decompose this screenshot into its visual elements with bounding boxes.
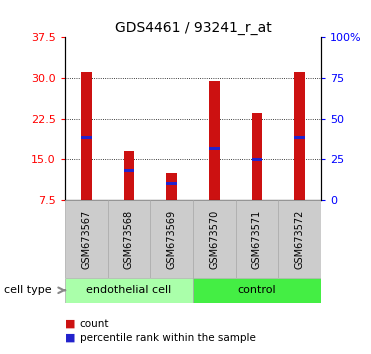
Text: GSM673567: GSM673567	[81, 209, 91, 269]
Bar	[252, 158, 262, 161]
Bar	[166, 173, 177, 200]
Text: percentile rank within the sample: percentile rank within the sample	[80, 333, 256, 343]
Bar	[278, 200, 321, 278]
Bar	[124, 151, 134, 200]
Bar	[81, 72, 92, 200]
Bar	[209, 81, 220, 200]
Text: count: count	[80, 319, 109, 329]
Text: GSM673571: GSM673571	[252, 209, 262, 269]
Text: cell type: cell type	[4, 285, 51, 295]
Bar	[294, 136, 305, 139]
Bar	[209, 147, 220, 150]
Text: endothelial cell: endothelial cell	[86, 285, 171, 295]
Bar	[193, 200, 236, 278]
Text: ■: ■	[65, 333, 75, 343]
Text: GSM673572: GSM673572	[295, 209, 305, 269]
Bar	[124, 169, 134, 172]
Bar	[81, 136, 92, 139]
Text: control: control	[237, 285, 276, 295]
Text: ■: ■	[65, 319, 75, 329]
Bar	[236, 200, 278, 278]
Bar	[294, 72, 305, 200]
Text: GSM673570: GSM673570	[209, 209, 219, 269]
Bar	[65, 200, 108, 278]
Bar	[252, 113, 262, 200]
Bar	[108, 200, 150, 278]
Text: GSM673569: GSM673569	[167, 209, 177, 269]
Bar	[65, 278, 193, 303]
Bar	[166, 182, 177, 185]
Bar	[193, 278, 321, 303]
Text: GSM673568: GSM673568	[124, 209, 134, 269]
Title: GDS4461 / 93241_r_at: GDS4461 / 93241_r_at	[115, 21, 271, 35]
Bar	[150, 200, 193, 278]
